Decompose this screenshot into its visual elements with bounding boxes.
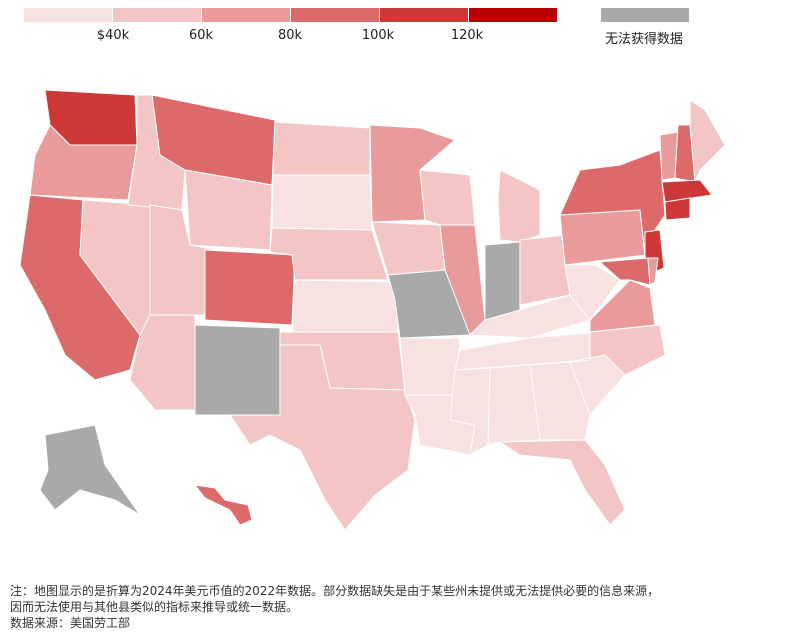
legend-swatch-2 xyxy=(202,8,290,22)
state-regions xyxy=(19,89,726,531)
region-west-virginia xyxy=(564,264,621,321)
region-maine xyxy=(689,99,726,183)
region-kansas xyxy=(291,279,399,333)
region-michigan xyxy=(497,169,541,243)
region-north-dakota xyxy=(272,121,371,176)
legend-tick-40k: $40k xyxy=(96,28,130,43)
region-virginia xyxy=(589,279,656,333)
legend-swatch-1 xyxy=(113,8,201,22)
region-massachusetts xyxy=(661,179,713,203)
us-county-map xyxy=(19,89,726,531)
legend-tick-80k: 80k xyxy=(277,28,303,43)
region-colorado xyxy=(204,249,296,326)
legend-tick-100k: 100k xyxy=(361,28,395,43)
footnote-note-line2: 因而无法使用与其他县类似的指标来推导或统一数据。 xyxy=(10,600,299,614)
legend: $40k 60k 80k 100k 120k 无法获得数据 xyxy=(24,8,724,48)
region-indiana xyxy=(484,241,521,321)
region-florida xyxy=(498,439,626,526)
legend-swatch-0 xyxy=(24,8,112,22)
region-wisconsin xyxy=(419,169,476,226)
legend-tick-120k: 120k xyxy=(450,28,484,43)
region-missouri xyxy=(387,269,471,339)
legend-na-swatch xyxy=(601,8,689,22)
legend-swatch-3 xyxy=(291,8,379,22)
region-delaware xyxy=(647,257,659,286)
region-oregon xyxy=(29,124,138,201)
region-pennsylvania xyxy=(559,209,646,266)
region-new-york xyxy=(559,149,666,256)
region-arkansas xyxy=(399,337,461,396)
legend-scale xyxy=(24,8,558,22)
region-south-dakota xyxy=(271,174,373,231)
legend-tick-60k: 60k xyxy=(188,28,214,43)
legend-swatch-5 xyxy=(469,8,557,22)
region-arizona xyxy=(129,314,196,411)
region-hawaii xyxy=(193,484,253,526)
footnote-note-line1: 注：地图显示的是折算为2024年美元币值的2022年数据。部分数据缺失是由于某些… xyxy=(10,584,660,598)
region-connecticut xyxy=(664,197,691,221)
region-ohio xyxy=(519,234,571,306)
region-alaska xyxy=(39,424,141,516)
legend-swatch-4 xyxy=(380,8,468,22)
footnote: 注：地图显示的是折算为2024年美元币值的2022年数据。部分数据缺失是由于某些… xyxy=(10,583,790,631)
legend-na-label: 无法获得数据 xyxy=(605,32,684,47)
region-texas xyxy=(229,344,416,531)
region-north-carolina xyxy=(569,324,666,376)
region-georgia xyxy=(529,361,591,441)
region-maryland xyxy=(598,257,651,286)
region-alabama xyxy=(487,364,541,446)
footnote-source: 数据来源：美国劳工部 xyxy=(10,616,131,630)
region-new-mexico xyxy=(194,324,281,416)
